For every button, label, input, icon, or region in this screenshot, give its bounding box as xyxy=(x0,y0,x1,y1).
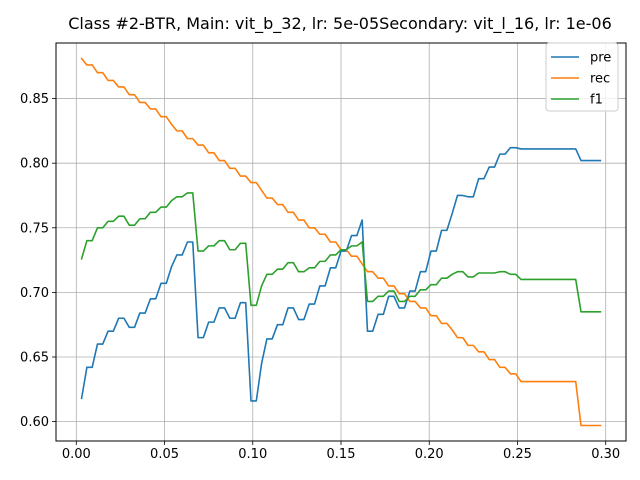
x-tick-label: 0.30 xyxy=(591,447,620,462)
x-tick-label: 0.10 xyxy=(238,447,267,462)
legend-label-rec: rec xyxy=(590,72,610,87)
legend: pre rec f1 xyxy=(546,43,618,111)
legend-label-pre: pre xyxy=(590,51,611,66)
y-tick-label: 0.70 xyxy=(20,286,49,301)
x-tick-label: 0.05 xyxy=(150,447,179,462)
chart-title: Class #2-BTR, Main: vit_b_32, lr: 5e-05S… xyxy=(68,14,612,34)
y-tick-label: 0.75 xyxy=(20,221,49,236)
y-tick-label: 0.60 xyxy=(20,415,49,430)
x-tick-label: 0.20 xyxy=(415,447,444,462)
x-tick-label: 0.00 xyxy=(62,447,91,462)
y-tick-label: 0.80 xyxy=(20,157,49,172)
y-tick-label: 0.85 xyxy=(20,92,49,107)
y-tick-label: 0.65 xyxy=(20,351,49,366)
legend-label-f1: f1 xyxy=(590,93,603,108)
x-tick-label: 0.25 xyxy=(503,447,532,462)
x-tick-label: 0.15 xyxy=(327,447,356,462)
